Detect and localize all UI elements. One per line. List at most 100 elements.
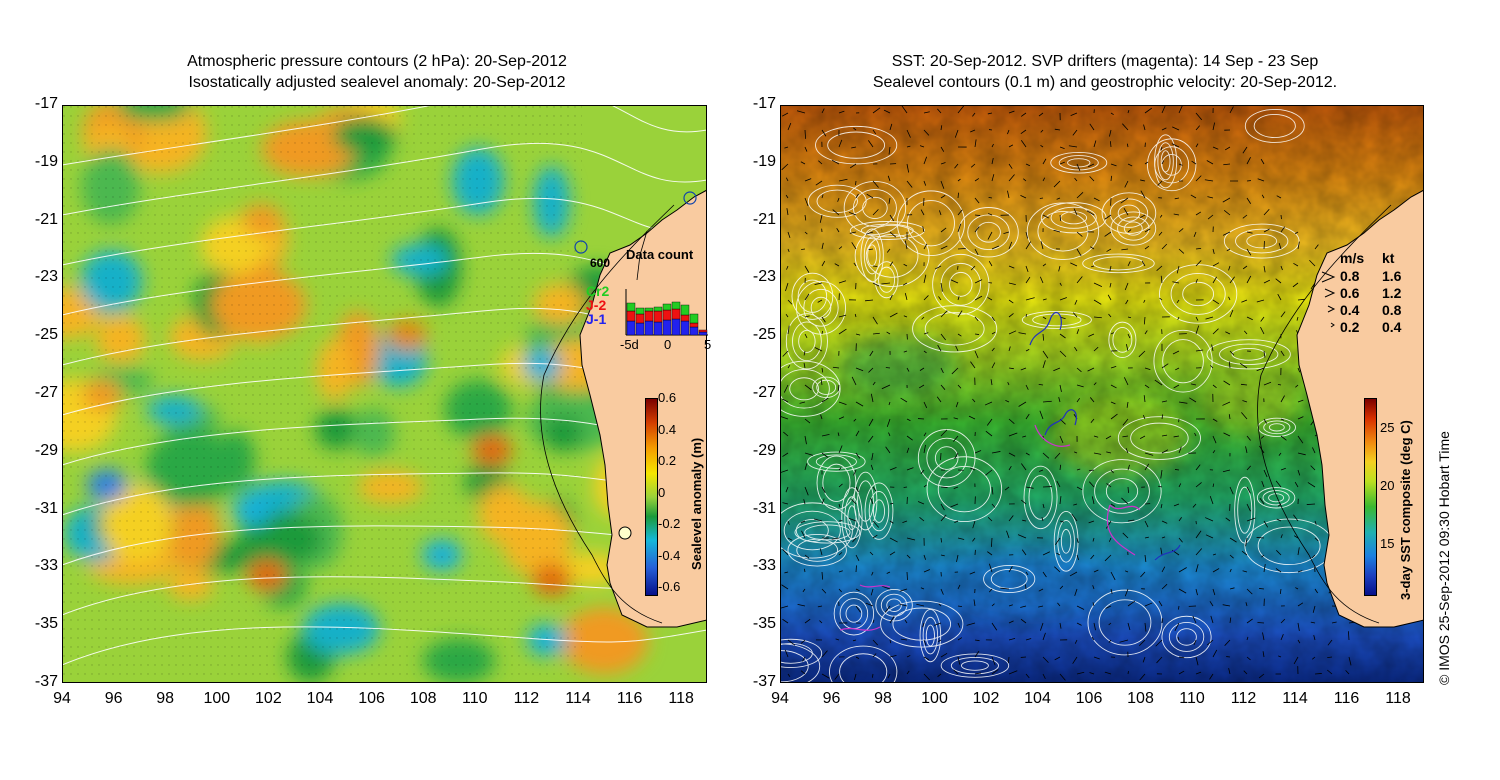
lon-tick-right: 94 bbox=[771, 690, 789, 707]
lat-tick-left: -37 bbox=[34, 673, 58, 690]
data-count-tick-left: -5d bbox=[620, 337, 639, 352]
satellite-label-j2: J-2 bbox=[586, 297, 607, 313]
lat-tick-left: -25 bbox=[34, 326, 58, 344]
data-count-bar bbox=[626, 302, 636, 312]
sst-colorbar-tick: 15 bbox=[1380, 536, 1395, 551]
data-count-bar bbox=[644, 310, 654, 322]
data-count-bar bbox=[644, 307, 654, 312]
sealevel-colorbar-tick: -0.2 bbox=[658, 516, 681, 531]
lat-tick-left: -23 bbox=[34, 268, 58, 286]
lat-tick-right: -33 bbox=[752, 557, 776, 575]
sst-colorbar-tick: 25 bbox=[1380, 420, 1395, 435]
lat-tick-right: -31 bbox=[752, 499, 776, 517]
left-title-line2: Isostatically adjusted sealevel anomaly:… bbox=[188, 74, 566, 91]
lat-tick-left: -27 bbox=[34, 384, 58, 401]
sealevel-anomaly-field: 600 bbox=[62, 105, 707, 683]
data-count-bar bbox=[635, 313, 645, 324]
right-title-line2: Sealevel contours (0.1 m) and geostrophi… bbox=[872, 74, 1338, 91]
data-count-bar bbox=[671, 318, 681, 336]
data-count-bar bbox=[689, 326, 699, 336]
data-count-bar bbox=[644, 320, 654, 336]
lon-tick-left: 102 bbox=[255, 690, 282, 707]
data-count-bar bbox=[635, 322, 645, 336]
lon-tick-left: 108 bbox=[409, 690, 437, 707]
data-count-bar bbox=[635, 307, 645, 315]
data-count-bar bbox=[626, 320, 636, 336]
sealevel-colorbar-tick: -0.6 bbox=[658, 579, 681, 594]
lon-tick-left: 94 bbox=[53, 690, 71, 707]
lon-tick-right: 112 bbox=[1230, 690, 1257, 707]
imos-credit: © IMOS 25-Sep-2012 09:30 Hobart Time bbox=[1436, 431, 1452, 685]
velocity-legend-kt: 1.2 bbox=[1382, 285, 1402, 301]
lat-tick-left: -29 bbox=[34, 441, 58, 459]
velocity-legend-kt-header: kt bbox=[1382, 250, 1395, 266]
satellite-label-cr2: Cr2 bbox=[586, 283, 610, 299]
data-count-bar bbox=[680, 304, 690, 316]
sealevel-colorbar-label: Sealevel anomaly (m) bbox=[689, 437, 704, 570]
isobath-label: 600 bbox=[590, 256, 610, 270]
velocity-legend-ms: 0.2 bbox=[1340, 319, 1360, 335]
data-count-bar bbox=[689, 322, 699, 328]
lon-tick-right: 110 bbox=[1179, 690, 1205, 707]
lon-tick-left: 100 bbox=[203, 690, 231, 707]
sealevel-colorbar bbox=[645, 398, 658, 596]
data-count-bar bbox=[662, 303, 672, 311]
lon-tick-left: 116 bbox=[616, 690, 643, 707]
lon-tick-right: 102 bbox=[972, 690, 1000, 707]
sst-colorbar-label: 3-day SST composite (deg C) bbox=[1398, 420, 1413, 600]
velocity-legend-ms: 0.4 bbox=[1340, 302, 1360, 318]
velocity-legend: m/s kt 0.8 1.6 0.6 1.2 0.4 0.8 0.2 0.4 bbox=[1320, 250, 1430, 340]
data-count-bar bbox=[671, 301, 681, 310]
lon-tick-right: 96 bbox=[822, 690, 841, 707]
lon-tick-left: 98 bbox=[156, 690, 175, 707]
data-count-tick-right: 5 bbox=[704, 337, 712, 352]
lon-tick-left: 112 bbox=[513, 690, 540, 707]
lon-tick-left: 104 bbox=[306, 690, 334, 707]
sealevel-colorbar-tick: -0.4 bbox=[658, 547, 681, 563]
sst-colorbar-tick: 20 bbox=[1380, 478, 1395, 493]
lat-tick-right: -27 bbox=[752, 384, 776, 401]
sealevel-colorbar-tick: 0.4 bbox=[658, 421, 677, 437]
lon-tick-right: 104 bbox=[1024, 690, 1051, 707]
lat-tick-right: -19 bbox=[752, 152, 776, 170]
velocity-legend-kt: 0.4 bbox=[1382, 319, 1402, 335]
lat-tick-right: -25 bbox=[752, 326, 776, 344]
velocity-legend-ms: 0.6 bbox=[1340, 285, 1360, 301]
lat-tick-right: -37 bbox=[752, 673, 776, 690]
data-count-bar bbox=[698, 331, 708, 336]
lat-tick-left: -17 bbox=[34, 95, 58, 112]
lon-tick-right: 106 bbox=[1075, 690, 1103, 707]
left-title-line1: Atmospheric pressure contours (2 hPa): 2… bbox=[187, 53, 567, 70]
lon-tick-left: 118 bbox=[668, 690, 694, 707]
lon-tick-right: 114 bbox=[1282, 690, 1308, 707]
data-count-bar bbox=[653, 310, 663, 323]
lat-tick-left: -21 bbox=[34, 210, 58, 228]
sealevel-colorbar-tick: 0.2 bbox=[658, 453, 677, 468]
velocity-legend-arrows bbox=[1321, 271, 1336, 328]
data-count-bar bbox=[680, 314, 690, 322]
lon-tick-left: 114 bbox=[565, 690, 591, 707]
velocity-legend-ms: 0.8 bbox=[1340, 268, 1360, 284]
data-count-bar bbox=[662, 319, 672, 336]
data-count-bar bbox=[689, 313, 699, 324]
lon-tick-right: 108 bbox=[1127, 690, 1154, 707]
velocity-legend-ms-header: m/s bbox=[1340, 250, 1365, 266]
lat-tick-left: -35 bbox=[34, 615, 58, 633]
lat-tick-left: -19 bbox=[34, 152, 58, 170]
right-title-line1: SST: 20-Sep-2012. SVP drifters (magenta)… bbox=[891, 53, 1319, 70]
lon-tick-right: 116 bbox=[1333, 690, 1360, 707]
data-count-bar bbox=[680, 320, 690, 336]
australia-landmass bbox=[579, 189, 707, 628]
sst-map[interactable] bbox=[780, 105, 1424, 683]
sst-colorbar bbox=[1364, 398, 1377, 596]
data-count-inset: Data count -5d 0 5 bbox=[620, 247, 711, 352]
sealevel-colorbar-tick: 0.6 bbox=[658, 390, 677, 405]
lat-tick-right: -23 bbox=[752, 268, 776, 286]
sealevel-anomaly-map[interactable]: 600 bbox=[62, 105, 707, 683]
lat-tick-right: -35 bbox=[752, 615, 776, 633]
data-count-bar bbox=[653, 321, 663, 336]
data-count-bar bbox=[653, 306, 663, 312]
velocity-legend-kt: 1.6 bbox=[1382, 268, 1402, 284]
data-count-title: Data count bbox=[626, 247, 694, 262]
data-count-bar bbox=[662, 309, 672, 321]
